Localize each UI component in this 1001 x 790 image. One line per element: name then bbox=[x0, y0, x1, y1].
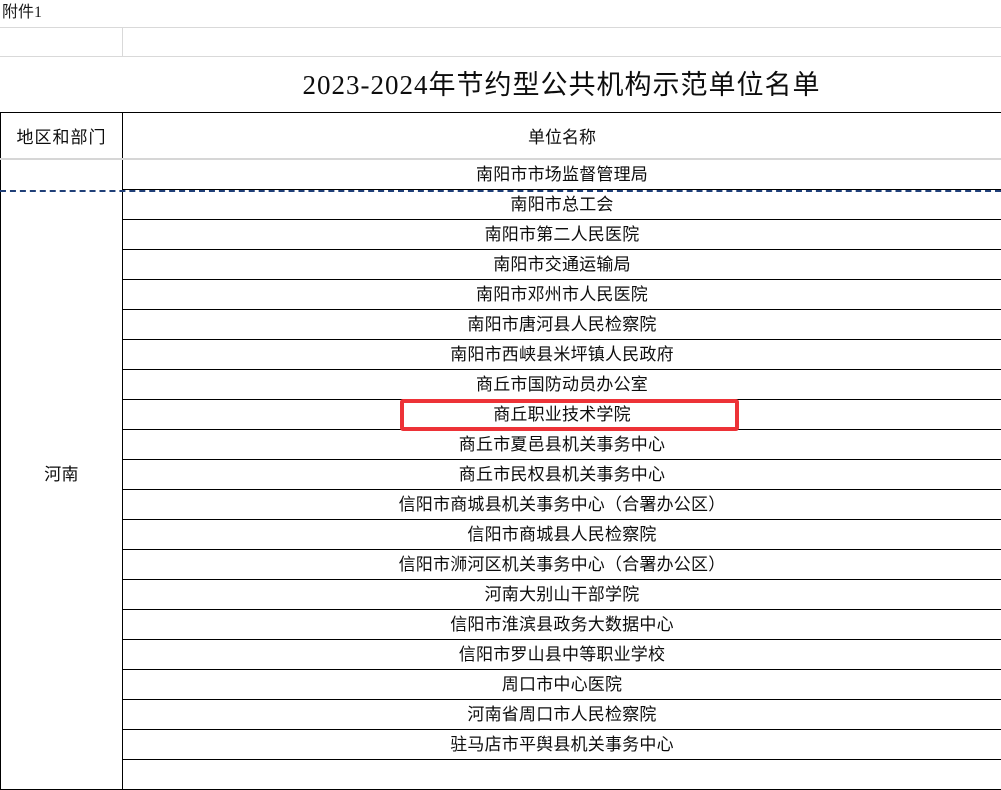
table-row[interactable]: 南阳市总工会 bbox=[1, 190, 1001, 220]
column-header-region: 地区和部门 bbox=[1, 113, 123, 160]
unit-name-cell[interactable]: 驻马店市平舆县机关事务中心 bbox=[123, 730, 1001, 760]
table-row[interactable]: 信阳市商城县人民检察院 bbox=[1, 520, 1001, 550]
table-row[interactable]: 河南南阳市市场监督管理局 bbox=[1, 159, 1001, 190]
region-cell-henan: 河南 bbox=[1, 159, 123, 790]
table-row[interactable]: 驻马店市平舆县机关事务中心 bbox=[1, 730, 1001, 760]
unit-name-cell[interactable] bbox=[123, 760, 1001, 790]
band-column-divider bbox=[122, 28, 123, 56]
unit-name-cell[interactable]: 信阳市罗山县中等职业学校 bbox=[123, 640, 1001, 670]
unit-name-cell[interactable]: 商丘职业技术学院 bbox=[123, 400, 1001, 430]
column-header-unit-name: 单位名称 bbox=[123, 113, 1001, 160]
table-row[interactable]: 商丘职业技术学院 bbox=[1, 400, 1001, 430]
table-row[interactable]: 南阳市交通运输局 bbox=[1, 250, 1001, 280]
unit-name-cell[interactable]: 信阳市浉河区机关事务中心（合署办公区） bbox=[123, 550, 1001, 580]
attachment-label: 附件1 bbox=[2, 1, 42, 25]
unit-name-cell[interactable]: 信阳市淮滨县政务大数据中心 bbox=[123, 610, 1001, 640]
table-row[interactable]: 信阳市商城县机关事务中心（合署办公区） bbox=[1, 490, 1001, 520]
table-row[interactable]: 河南省周口市人民检察院 bbox=[1, 700, 1001, 730]
unit-name-cell[interactable]: 信阳市商城县机关事务中心（合署办公区） bbox=[123, 490, 1001, 520]
table-body: 河南南阳市市场监督管理局南阳市总工会南阳市第二人民医院南阳市交通运输局南阳市邓州… bbox=[1, 159, 1001, 790]
unit-name-cell[interactable]: 南阳市交通运输局 bbox=[123, 250, 1001, 280]
units-table: 地区和部门 单位名称 河南南阳市市场监督管理局南阳市总工会南阳市第二人民医院南阳… bbox=[0, 112, 1001, 790]
table-row[interactable]: 信阳市淮滨县政务大数据中心 bbox=[1, 610, 1001, 640]
unit-name-cell[interactable]: 河南大别山干部学院 bbox=[123, 580, 1001, 610]
table-row[interactable]: 南阳市唐河县人民检察院 bbox=[1, 310, 1001, 340]
empty-spacer-band bbox=[0, 27, 1001, 57]
unit-name-cell[interactable]: 南阳市总工会 bbox=[123, 190, 1001, 220]
unit-name-cell[interactable]: 河南省周口市人民检察院 bbox=[123, 700, 1001, 730]
unit-name-cell[interactable]: 商丘市民权县机关事务中心 bbox=[123, 460, 1001, 490]
table-row[interactable]: 商丘市民权县机关事务中心 bbox=[1, 460, 1001, 490]
unit-name-cell[interactable]: 南阳市西峡县米坪镇人民政府 bbox=[123, 340, 1001, 370]
table-row[interactable]: 信阳市浉河区机关事务中心（合署办公区） bbox=[1, 550, 1001, 580]
unit-name-cell[interactable]: 南阳市唐河县人民检察院 bbox=[123, 310, 1001, 340]
unit-name-cell[interactable]: 南阳市市场监督管理局 bbox=[123, 159, 1001, 190]
unit-name-cell[interactable]: 商丘市国防动员办公室 bbox=[123, 370, 1001, 400]
unit-name-cell[interactable]: 周口市中心医院 bbox=[123, 670, 1001, 700]
table-row[interactable]: 商丘市夏邑县机关事务中心 bbox=[1, 430, 1001, 460]
unit-name-cell[interactable]: 商丘市夏邑县机关事务中心 bbox=[123, 430, 1001, 460]
table-row[interactable] bbox=[1, 760, 1001, 790]
unit-name-cell[interactable]: 信阳市商城县人民检察院 bbox=[123, 520, 1001, 550]
table-row[interactable]: 南阳市西峡县米坪镇人民政府 bbox=[1, 340, 1001, 370]
table-row[interactable]: 信阳市罗山县中等职业学校 bbox=[1, 640, 1001, 670]
unit-name-cell[interactable]: 南阳市第二人民医院 bbox=[123, 220, 1001, 250]
table-row[interactable]: 周口市中心医院 bbox=[1, 670, 1001, 700]
list-table-container: 地区和部门 单位名称 河南南阳市市场监督管理局南阳市总工会南阳市第二人民医院南阳… bbox=[0, 112, 1001, 790]
table-row[interactable]: 商丘市国防动员办公室 bbox=[1, 370, 1001, 400]
table-header-row: 地区和部门 单位名称 bbox=[1, 113, 1001, 160]
table-row[interactable]: 南阳市第二人民医院 bbox=[1, 220, 1001, 250]
table-row[interactable]: 南阳市邓州市人民医院 bbox=[1, 280, 1001, 310]
table-row[interactable]: 河南大别山干部学院 bbox=[1, 580, 1001, 610]
unit-name-cell[interactable]: 南阳市邓州市人民医院 bbox=[123, 280, 1001, 310]
document-title: 2023-2024年节约型公共机构示范单位名单 bbox=[122, 63, 1001, 107]
